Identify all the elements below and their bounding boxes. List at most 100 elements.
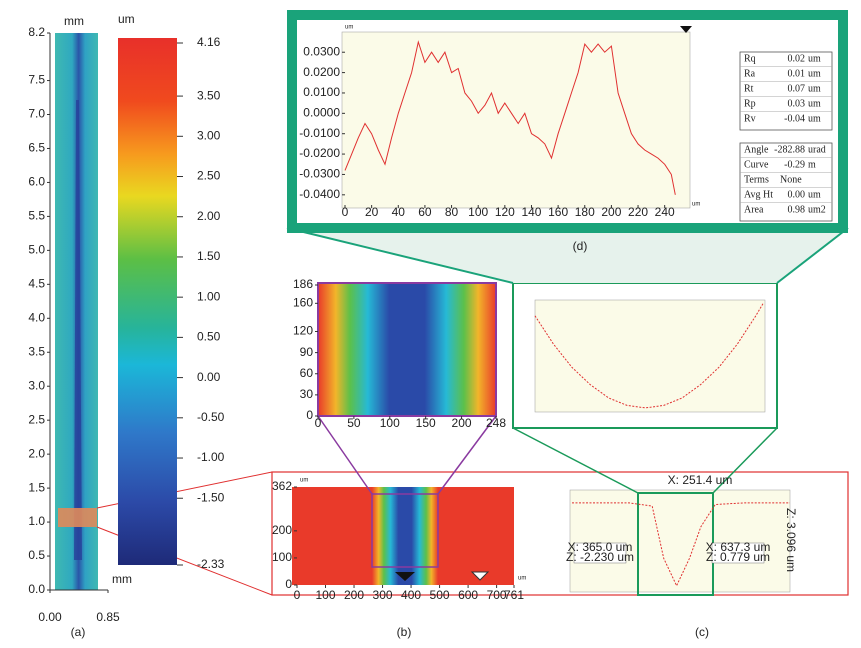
- connector: [317, 415, 373, 495]
- table-cell: Rp: [744, 98, 756, 109]
- table-cell: 0.03: [788, 98, 806, 109]
- x-unit: um: [518, 576, 526, 582]
- plot-area: [534, 299, 766, 413]
- y-tick-label: 5.0: [28, 243, 45, 257]
- y-tick-label: 200: [272, 523, 292, 537]
- plot-area: [569, 489, 791, 593]
- x-tick-label: 180: [575, 205, 595, 219]
- table-cell: 0.00: [788, 189, 806, 200]
- y-tick-label: 3.00: [197, 128, 221, 142]
- connector: [776, 227, 849, 284]
- x-tick-label: 60: [418, 205, 432, 219]
- panel-label: (a): [71, 625, 86, 639]
- y-tick-label: 0.0300: [303, 44, 340, 58]
- y-tick-label: 1.00: [197, 289, 221, 303]
- y-tick-label: -0.0300: [299, 167, 340, 181]
- connector: [712, 427, 778, 494]
- table-cell: 0.01: [788, 68, 806, 79]
- y-tick-label: 30: [300, 387, 314, 401]
- stats-table: [739, 142, 833, 222]
- table-cell: urad: [808, 144, 826, 155]
- table-cell: Terms: [744, 174, 769, 185]
- table-cell: 0.02: [788, 53, 806, 64]
- table-cell: -0.29: [784, 159, 805, 170]
- y-tick-label: 0.0200: [303, 65, 340, 79]
- marker: [680, 26, 692, 33]
- table-cell: Rt: [744, 83, 754, 94]
- y-tick-label: -0.0400: [299, 187, 340, 201]
- roi: [58, 508, 97, 527]
- y-tick-label: 2.00: [197, 209, 221, 223]
- x-tick-label: 400: [401, 588, 421, 602]
- x-tick-label: 50: [347, 416, 361, 430]
- profile-line: [344, 40, 676, 195]
- table-cell: m: [808, 159, 816, 170]
- y-tick-label: 362: [272, 479, 292, 493]
- table-cell: Area: [744, 204, 764, 215]
- annotation: X: 251.4 um: [668, 473, 733, 487]
- table-cell: Avg Ht: [744, 189, 773, 200]
- table-cell: um: [808, 83, 821, 94]
- y-tick-label: 90: [300, 345, 314, 359]
- y-tick-label: 160: [293, 295, 313, 309]
- x-tick-label: 0: [294, 588, 301, 602]
- annotation: Z: 3.096 um: [784, 508, 798, 572]
- y-tick-label: 0.0: [28, 582, 45, 596]
- table-cell: um: [808, 113, 821, 124]
- annotation: Z: -2.230 um: [566, 550, 634, 564]
- panel-label: (b): [397, 625, 412, 639]
- y-tick-label: -1.50: [197, 490, 225, 504]
- y-tick-label: 6.5: [28, 141, 45, 155]
- x-tick-label: 100: [315, 588, 335, 602]
- y-tick-label: 6.0: [28, 175, 45, 189]
- profile-line: [534, 303, 764, 409]
- x-tick-label: 150: [416, 416, 436, 430]
- table-cell: None: [780, 174, 802, 185]
- heatmap-band: [372, 487, 438, 585]
- y-unit: um: [345, 25, 353, 31]
- x-tick-label: 120: [495, 205, 515, 219]
- connector: [286, 227, 514, 284]
- x-tick-label: 100: [468, 205, 488, 219]
- colorbar-unit: um: [118, 12, 135, 26]
- x-tick-label: 0.85: [96, 610, 120, 624]
- table-cell: um: [808, 53, 821, 64]
- table-cell: um: [808, 68, 821, 79]
- colorbar: [118, 38, 177, 565]
- profile-line: [572, 502, 790, 587]
- groove: [74, 100, 82, 560]
- y-tick-label: 120: [293, 324, 313, 338]
- x-tick-label: 500: [430, 588, 450, 602]
- annotation: Z: 0.779 um: [706, 550, 770, 564]
- x-tick-label: 100: [380, 416, 400, 430]
- y-tick-label: 1.50: [197, 249, 221, 263]
- y-tick-label: -0.0200: [299, 146, 340, 160]
- table-cell: Curve: [744, 159, 769, 170]
- x-tick-label: 0.00: [38, 610, 62, 624]
- heatmap-zoom: [317, 282, 497, 417]
- y-unit: mm: [64, 14, 84, 28]
- y-tick-label: 0.0100: [303, 85, 340, 99]
- marker: [470, 571, 490, 581]
- x-unit: mm: [112, 572, 132, 586]
- y-tick-label: 2.5: [28, 412, 45, 426]
- y-tick-label: 100: [272, 550, 292, 564]
- y-tick-label: 0.50: [197, 330, 221, 344]
- y-tick-label: 0: [306, 408, 313, 422]
- x-tick-label: 700: [487, 588, 507, 602]
- y-tick-label: 2.50: [197, 169, 221, 183]
- annotation: X: 365.0 um: [568, 540, 633, 554]
- y-tick-label: 4.5: [28, 277, 45, 291]
- y-unit: um: [300, 478, 308, 484]
- y-tick-label: 1.0: [28, 514, 45, 528]
- y-tick-label: 4.0: [28, 310, 45, 324]
- frame: [271, 471, 849, 596]
- x-tick-label: 40: [392, 205, 406, 219]
- table-cell: Ra: [744, 68, 756, 79]
- x-tick-label: 220: [628, 205, 648, 219]
- x-unit: um: [692, 202, 700, 208]
- y-tick-label: -1.00: [197, 450, 225, 464]
- x-tick-label: 0: [342, 205, 349, 219]
- y-tick-label: 0: [285, 577, 292, 591]
- panel-label: (d): [573, 239, 588, 253]
